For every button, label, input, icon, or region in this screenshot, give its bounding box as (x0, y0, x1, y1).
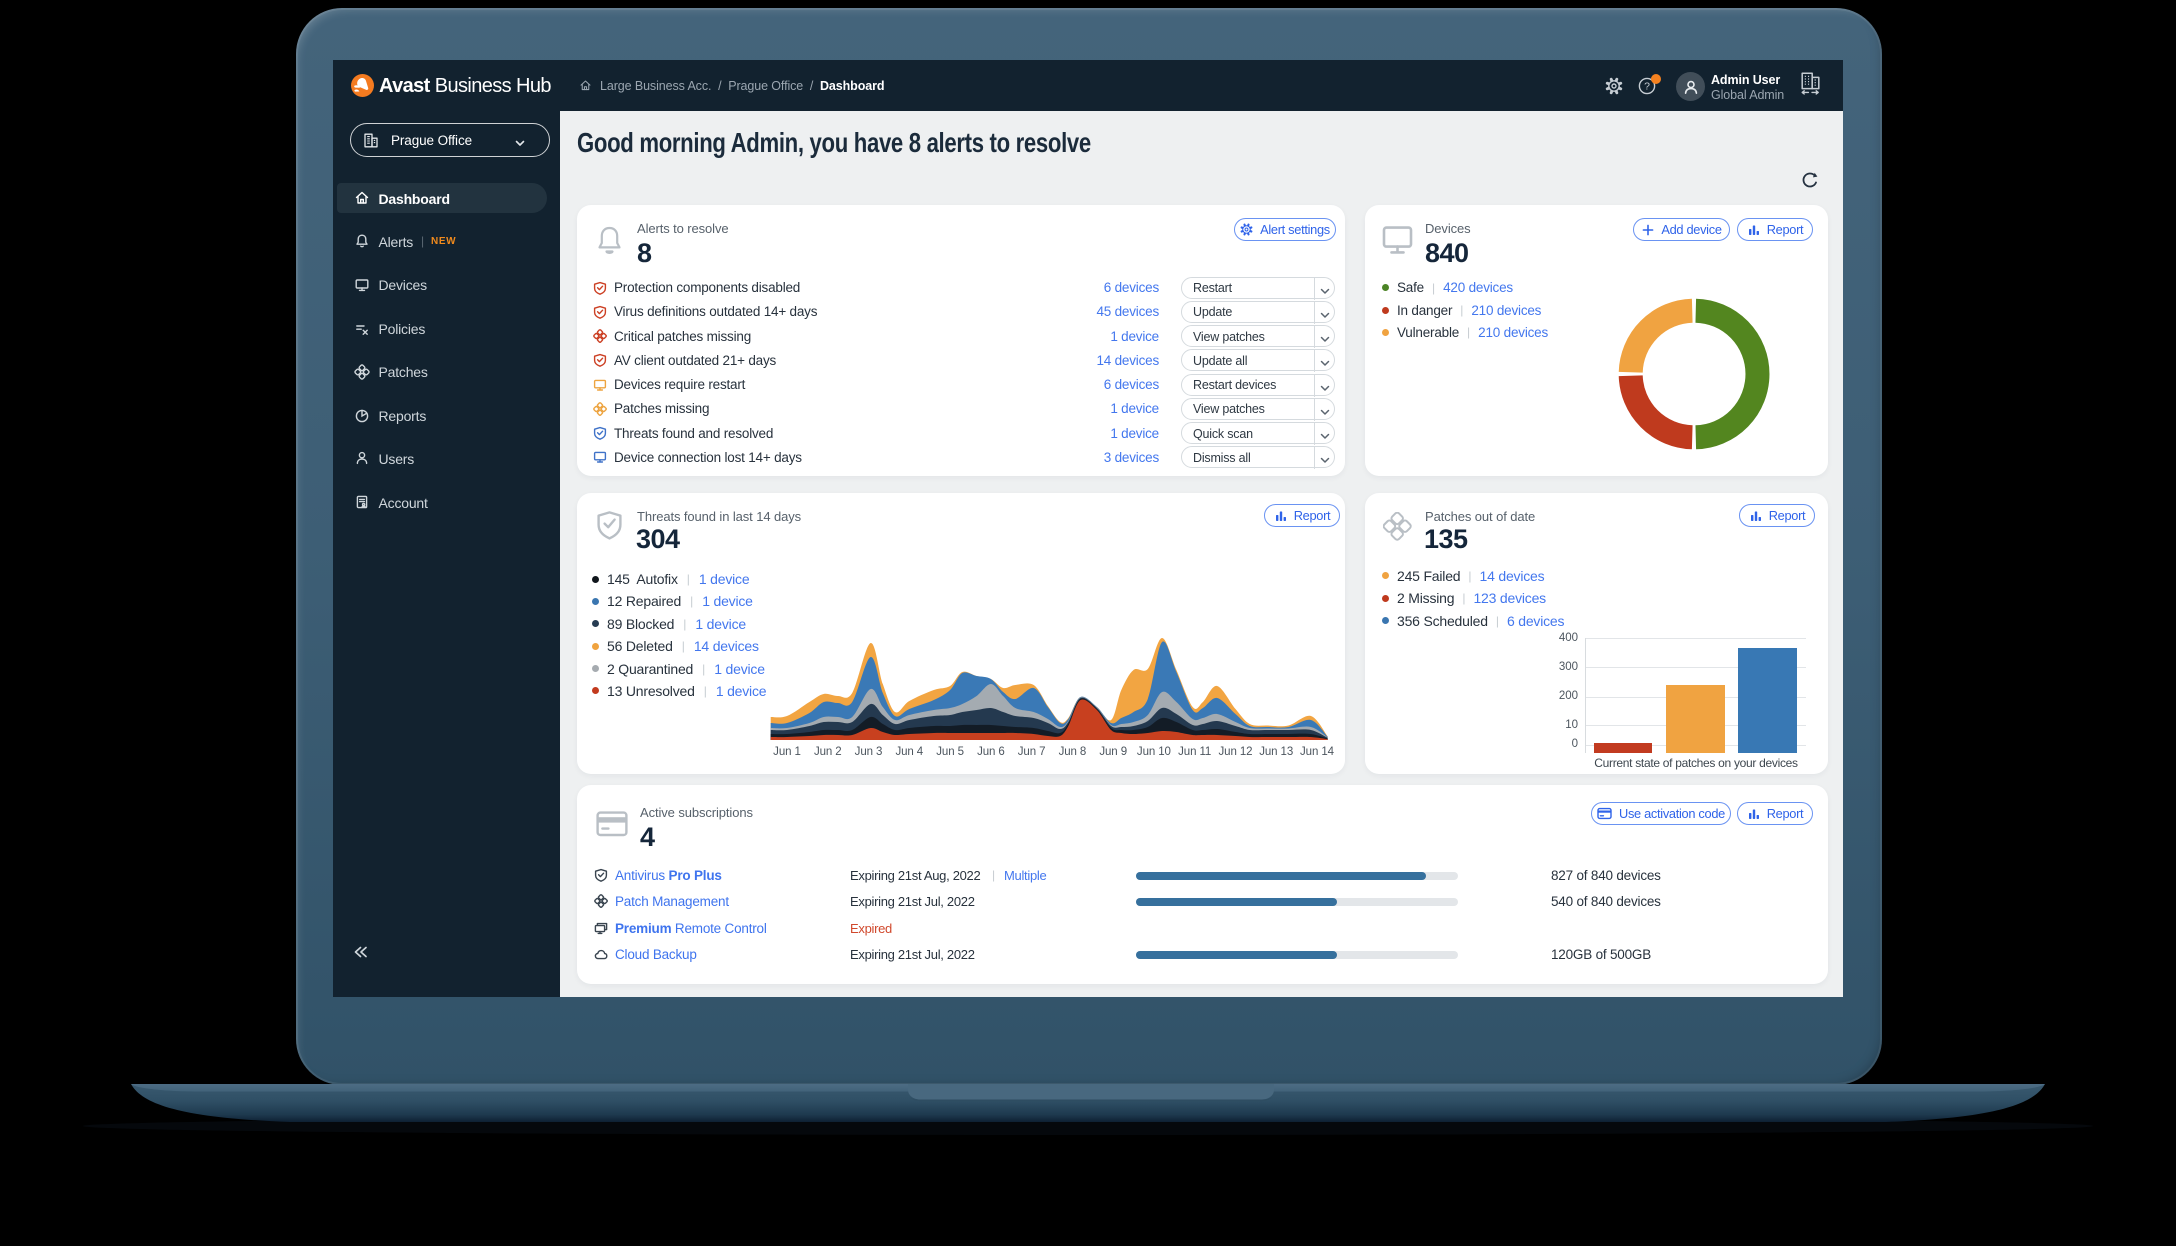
svg-text:?: ? (1644, 81, 1650, 93)
